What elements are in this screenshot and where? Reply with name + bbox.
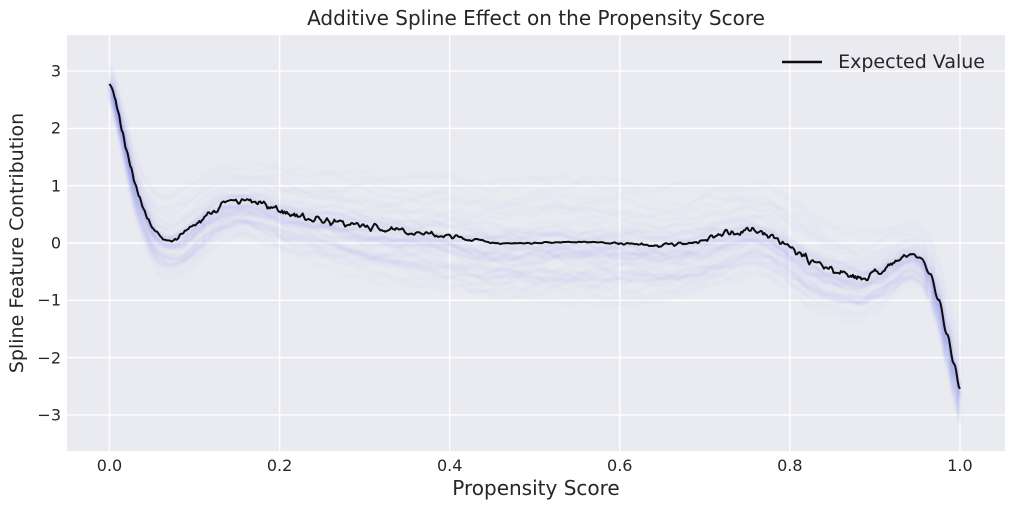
legend-line-sample	[782, 60, 823, 64]
y-tick-label: −2	[37, 348, 61, 368]
y-tick-label: −1	[37, 290, 61, 310]
legend: Expected Value	[781, 51, 985, 73]
x-tick-label: 0.8	[777, 456, 803, 475]
band-sample-curve	[108, 87, 961, 399]
band-sample-curve	[108, 78, 961, 379]
plot-area	[67, 35, 1005, 451]
x-tick-label: 0.0	[96, 456, 123, 475]
band-sample-curve	[108, 95, 961, 418]
x-tick-label: 0.6	[607, 456, 633, 475]
band-sample-curve	[108, 88, 961, 398]
band-sample-curve	[108, 73, 961, 366]
band-sample-curve	[108, 73, 961, 372]
x-tick-label: 1.0	[947, 456, 973, 475]
y-tick-label: 0	[50, 233, 61, 253]
y-tick-label: 1	[50, 176, 61, 196]
x-tick-label: 0.2	[266, 456, 293, 475]
y-tick-label: −3	[37, 405, 61, 425]
band-sample-curve	[108, 70, 961, 361]
band-sample-curve	[108, 74, 961, 374]
chart-title: Additive Spline Effect on the Propensity…	[307, 6, 765, 30]
y-tick-label: 2	[50, 118, 61, 138]
y-axis-label: Spline Feature Contribution	[6, 112, 28, 374]
expected-value-line	[108, 83, 961, 390]
y-tick-label: 3	[50, 61, 61, 81]
band-sample-curve	[108, 92, 961, 409]
x-axis-label: Propensity Score	[452, 476, 620, 500]
plot-canvas	[67, 35, 1005, 451]
band-sample-curve	[108, 83, 961, 391]
x-tick-label: 0.4	[436, 456, 463, 475]
legend-label: Expected Value	[838, 51, 985, 73]
band-sample-curve	[108, 95, 961, 412]
band-sample-curve	[108, 82, 961, 387]
band-sample-curve	[108, 84, 961, 391]
